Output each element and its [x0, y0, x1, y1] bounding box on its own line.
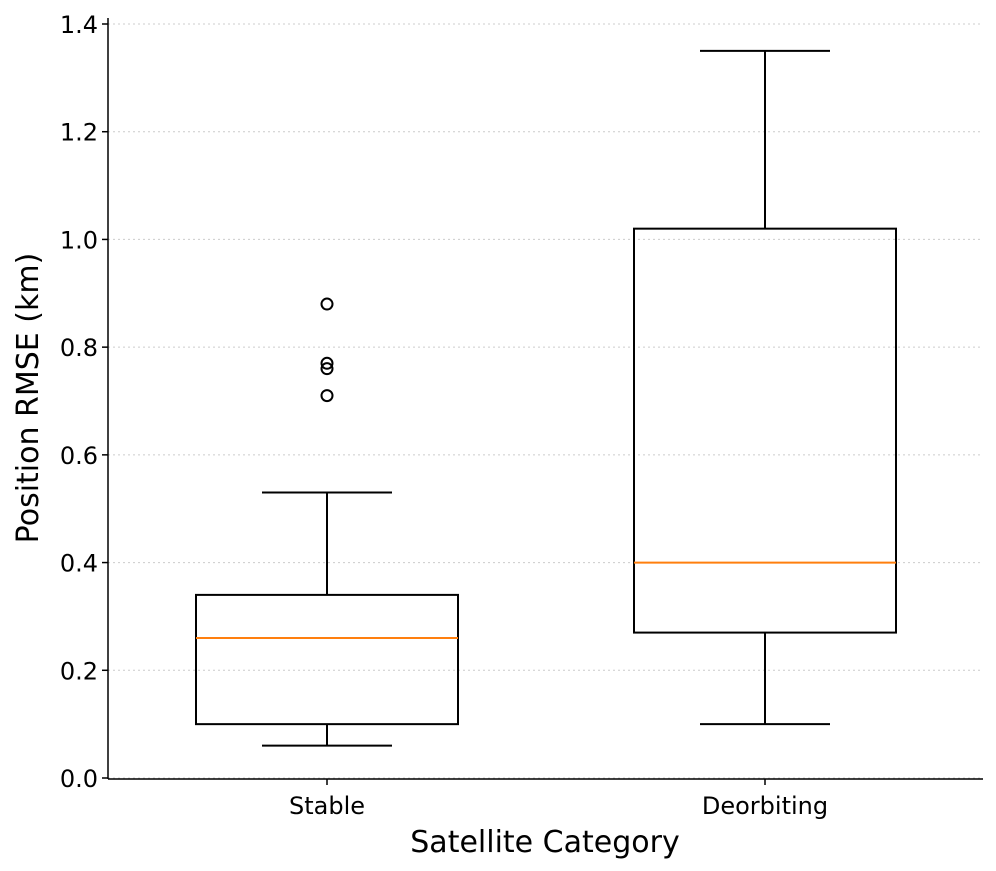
box-deorbiting	[633, 49, 897, 726]
grid-lines	[108, 23, 983, 779]
y-tick-label: 0.0	[60, 765, 98, 793]
outlier-point	[320, 297, 334, 311]
y-tick-label: 0.2	[60, 657, 98, 685]
outlier-point	[320, 356, 334, 370]
box-stable	[195, 297, 459, 747]
y-tick-label: 1.0	[60, 226, 98, 254]
x-tick-label: Stable	[289, 792, 365, 820]
y-ticks: 0.0 0.2 0.4 0.6 0.8 1.0 1.2 1.4	[60, 11, 108, 793]
y-tick-label: 1.4	[60, 11, 98, 39]
y-tick-label: 0.8	[60, 334, 98, 362]
iqr-box	[195, 593, 459, 726]
iqr-box	[633, 227, 897, 634]
x-tick-label: Deorbiting	[702, 792, 828, 820]
y-tick-label: 0.4	[60, 550, 98, 578]
boxes	[195, 49, 897, 747]
y-axis-title: Position RMSE (km)	[11, 253, 46, 544]
x-axis-title: Satellite Category	[410, 825, 679, 860]
x-ticks: Stable Deorbiting	[289, 779, 828, 820]
outlier-point	[320, 389, 334, 403]
y-tick-label: 1.2	[60, 119, 98, 147]
y-tick-label: 0.6	[60, 442, 98, 470]
outlier-point	[320, 362, 334, 376]
axes	[107, 18, 983, 780]
